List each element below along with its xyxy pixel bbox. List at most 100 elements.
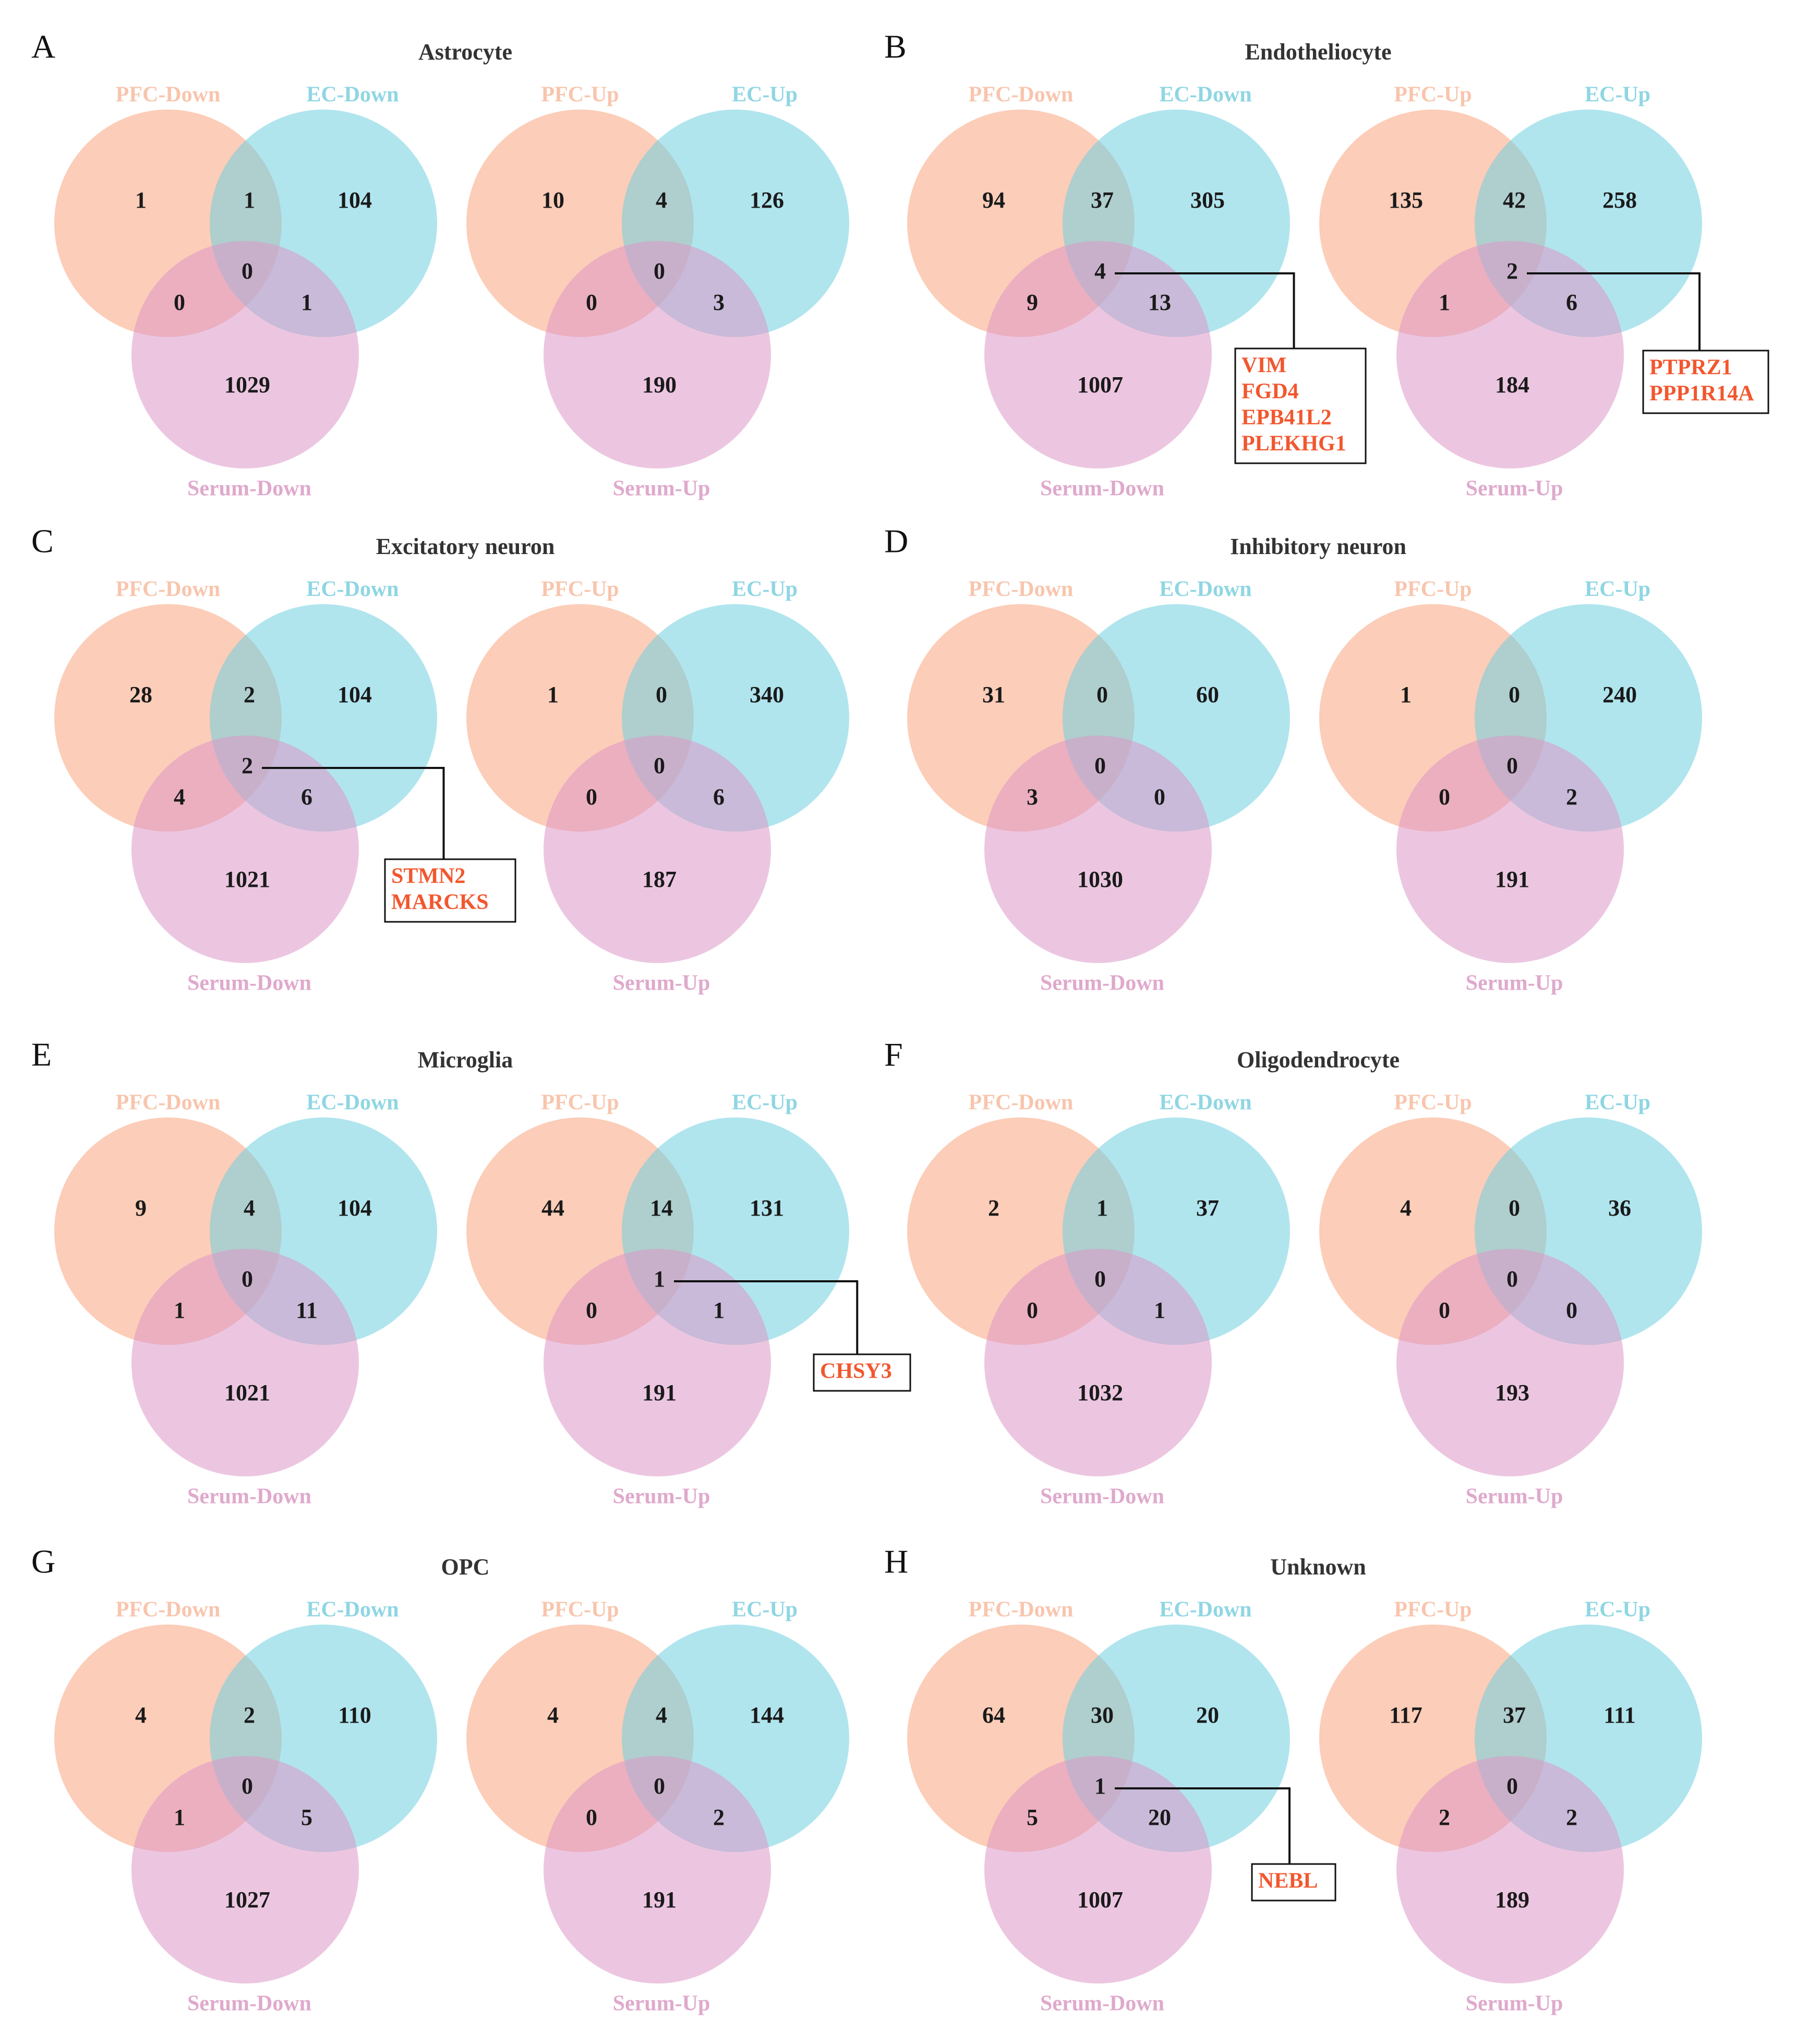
panel-letter: G <box>31 1543 55 1580</box>
count-ec-serum: 5 <box>301 1805 312 1830</box>
panel-title: Endotheliocyte <box>1245 39 1391 65</box>
gene-name: EPB41L2 <box>1241 406 1332 430</box>
pfc-set-label: PFC-Down <box>116 578 221 602</box>
venn-up: PFC-Up EC-Up Serum-Up 4 4 144 0 0 2 191 <box>466 1598 849 2016</box>
serum-set-label: Serum-Down <box>187 477 311 501</box>
serum-circle <box>984 241 1212 468</box>
count-serum-only: 1007 <box>1077 372 1123 398</box>
gene-callout-box <box>384 858 516 923</box>
ec-set-label: EC-Up <box>732 578 798 602</box>
count-pfc-only: 1 <box>1400 682 1412 707</box>
serum-set-label: Serum-Up <box>613 971 710 995</box>
count-all: 0 <box>654 753 665 778</box>
pfc-set-label: PFC-Up <box>1394 1598 1472 1622</box>
serum-set-label: Serum-Up <box>613 477 710 501</box>
panel-d: D Inhibitory neuron PFC-Down EC-Down Serum-D… <box>884 523 1702 995</box>
count-all: 0 <box>1506 1266 1518 1292</box>
count-all: 1 <box>1094 1773 1106 1799</box>
count-serum-only: 191 <box>642 1380 677 1405</box>
ec-set-label: EC-Down <box>306 578 399 602</box>
count-ec-serum: 0 <box>1154 784 1165 810</box>
ec-set-label: EC-Down <box>306 1598 399 1622</box>
count-ec-serum: 2 <box>713 1805 725 1830</box>
panel-letter: F <box>884 1036 903 1073</box>
count-ec-serum: 6 <box>1566 290 1577 315</box>
count-all: 0 <box>1506 753 1518 778</box>
gene-name: STMN2 <box>391 864 465 888</box>
ec-set-label: EC-Up <box>732 1091 798 1115</box>
gene-name: PTPRZ1 <box>1649 356 1732 380</box>
panel-title: OPC <box>441 1554 490 1580</box>
count-all: 0 <box>242 1266 253 1292</box>
panel-title: Astrocyte <box>418 39 512 65</box>
count-pfc-only: 4 <box>547 1702 559 1728</box>
serum-set-label: Serum-Up <box>1466 477 1563 501</box>
venn-up: PFC-Up EC-Up Serum-Up 4 0 36 0 0 0 193 <box>1319 1091 1702 1509</box>
count-serum-only: 1030 <box>1077 867 1123 892</box>
pfc-set-label: PFC-Up <box>541 578 619 602</box>
serum-set-label: Serum-Down <box>187 971 311 995</box>
count-pfc-ec: 0 <box>1096 682 1108 707</box>
venn-down: PFC-Down EC-Down Serum-Down 2 1 37 0 0 1 1032 <box>907 1091 1290 1509</box>
ec-set-label: EC-Down <box>306 1091 399 1115</box>
count-pfc-only: 28 <box>129 682 152 707</box>
count-ec-only: 104 <box>337 682 372 707</box>
count-ec-only: 131 <box>750 1195 784 1221</box>
venn-up: PFC-Up EC-Up Serum-Up 10 4 126 0 0 3 190 <box>466 83 849 501</box>
count-pfc-serum: 1 <box>174 1805 185 1830</box>
count-serum-only: 189 <box>1495 1887 1529 1913</box>
callout-line <box>262 767 445 859</box>
count-ec-serum: 2 <box>1566 784 1577 810</box>
count-pfc-only: 117 <box>1389 1702 1423 1728</box>
count-serum-only: 1007 <box>1077 1887 1123 1913</box>
serum-set-label: Serum-Down <box>1040 971 1164 995</box>
panel-b: B Endotheliocyte PFC-Down EC-Down Serum-Down… <box>884 28 1769 501</box>
gene-name: FGD4 <box>1241 380 1299 404</box>
count-serum-only: 191 <box>1495 867 1529 892</box>
pfc-set-label: PFC-Down <box>116 1598 221 1622</box>
panel-title: Microglia <box>418 1047 513 1073</box>
pfc-set-label: PFC-Up <box>1394 83 1472 107</box>
count-pfc-serum: 0 <box>1439 784 1450 810</box>
panel-letter: A <box>31 28 55 65</box>
count-pfc-serum: 4 <box>174 784 185 810</box>
pfc-set-label: PFC-Down <box>969 1091 1074 1115</box>
pfc-set-label: PFC-Down <box>116 1091 221 1115</box>
count-pfc-serum: 1 <box>174 1297 185 1323</box>
count-ec-only: 110 <box>338 1702 371 1728</box>
serum-set-label: Serum-Up <box>613 1992 710 2016</box>
venn-down: PFC-Down EC-Down Serum-Down 94 37 305 4 9 13 1007… <box>907 83 1367 501</box>
serum-circle <box>131 1249 359 1476</box>
count-all: 1 <box>654 1266 665 1292</box>
callout-line <box>674 1280 859 1354</box>
gene-name: MARCKS <box>391 891 489 915</box>
panel-letter: C <box>31 523 54 560</box>
count-pfc-ec: 37 <box>1503 1702 1526 1728</box>
count-pfc-serum: 0 <box>1439 1297 1450 1323</box>
count-pfc-serum: 5 <box>1027 1805 1038 1830</box>
count-pfc-ec: 4 <box>656 1702 667 1728</box>
count-pfc-serum: 0 <box>586 290 597 315</box>
count-pfc-only: 135 <box>1389 187 1423 213</box>
count-pfc-serum: 0 <box>586 784 597 810</box>
count-ec-only: 340 <box>750 682 784 707</box>
count-serum-only: 1021 <box>224 867 270 892</box>
panel-title: Unknown <box>1270 1554 1366 1580</box>
count-pfc-ec: 1 <box>244 187 255 213</box>
pfc-set-label: PFC-Up <box>541 1091 619 1115</box>
count-pfc-ec: 0 <box>1509 1195 1520 1221</box>
count-all: 2 <box>242 753 253 778</box>
count-ec-serum: 20 <box>1148 1805 1171 1830</box>
count-ec-only: 258 <box>1602 187 1637 213</box>
panel-c: C Excitatory neuron PFC-Down EC-Down Serum-D… <box>31 523 849 995</box>
count-all: 4 <box>1094 258 1106 284</box>
count-ec-serum: 2 <box>1566 1805 1577 1830</box>
count-ec-serum: 6 <box>301 784 312 810</box>
count-pfc-serum: 2 <box>1439 1805 1450 1830</box>
count-serum-only: 190 <box>642 372 677 398</box>
panel-title: Oligodendrocyte <box>1237 1047 1400 1073</box>
serum-circle <box>131 1756 359 1983</box>
